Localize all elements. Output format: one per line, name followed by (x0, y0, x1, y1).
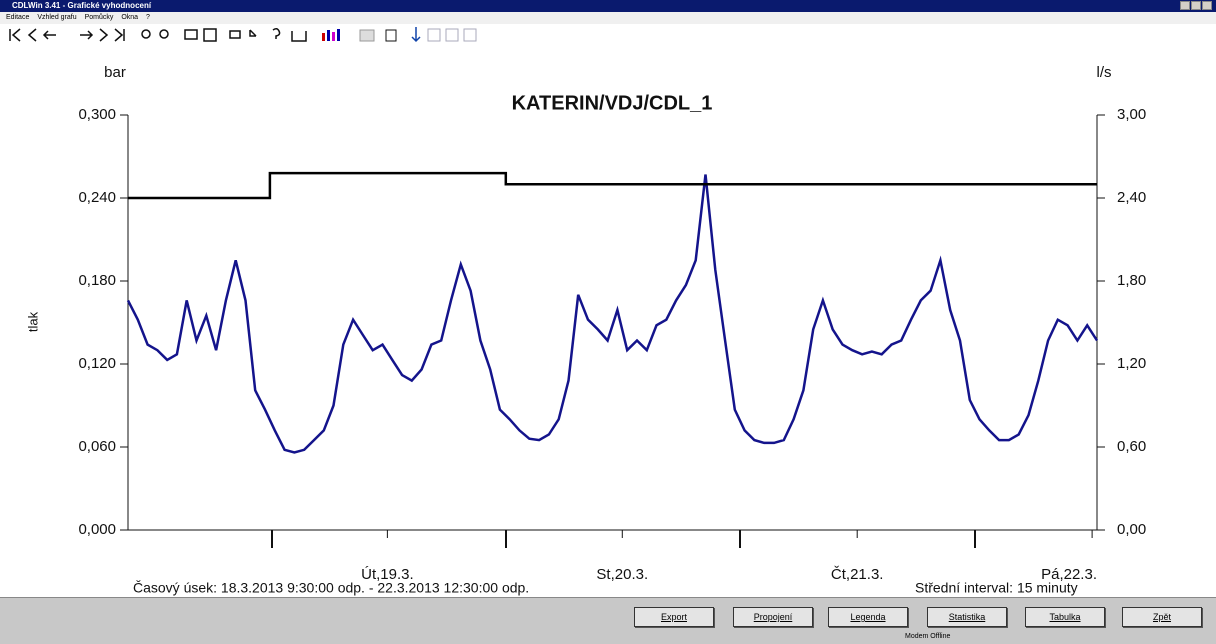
title-bar: CDLWin 3.41 - Grafické vyhodnocení (0, 0, 1216, 12)
series-line (128, 171, 1097, 200)
menu-item[interactable]: Pomůcky (84, 14, 114, 21)
connection-button[interactable]: Propojení (733, 607, 813, 627)
tool-down[interactable] (411, 27, 421, 43)
tool-mail[interactable] (229, 30, 241, 39)
menu-bar: Editace Vzhled grafu Pomůcky Okna ? (0, 12, 1216, 24)
x-tick-label: Čt,21.3. (831, 566, 884, 583)
y2-tick-label: 1,80 (1117, 272, 1146, 289)
y2-tick-label: 0,00 (1117, 521, 1146, 538)
tool-disabled[interactable] (427, 28, 441, 42)
y-tick-label: 0,000 (78, 521, 116, 538)
tool-undo[interactable] (249, 29, 257, 37)
chart-title: KATERIN/VDJ/CDL_1 (512, 92, 713, 114)
menu-item[interactable]: Editace (6, 14, 30, 21)
export-button[interactable]: Export (634, 607, 714, 627)
y-tick-label: 0,060 (78, 438, 116, 455)
toolbar (0, 24, 1216, 64)
tool-help[interactable] (272, 27, 281, 39)
back-button[interactable]: Zpět (1122, 607, 1202, 627)
interval: Střední interval: 15 minuty (915, 580, 1078, 596)
y2-tick-label: 0,60 (1117, 438, 1146, 455)
x-tick-label: Pá,22.3. (1041, 566, 1097, 583)
y-unit: bar (104, 64, 126, 81)
y-tick-label: 0,300 (78, 106, 116, 123)
statistics-button[interactable]: Statistika (927, 607, 1007, 627)
tool-disabled[interactable] (463, 28, 477, 42)
y2-tick-label: 1,20 (1117, 355, 1146, 372)
x-tick-label: Út,19.3. (361, 566, 414, 583)
menu-item[interactable]: Vzhled grafu (37, 14, 77, 21)
tool-zoom-out[interactable] (159, 29, 169, 39)
tool-first[interactable] (9, 28, 21, 42)
tool-next[interactable] (99, 28, 109, 42)
legend-button[interactable]: Legenda (828, 607, 908, 627)
y2-tick-label: 2,40 (1117, 189, 1146, 206)
y2-tick-label: 3,00 (1117, 106, 1146, 123)
y-tick-label: 0,180 (78, 272, 116, 289)
tool-forward[interactable] (80, 30, 94, 40)
tool-disabled[interactable] (445, 28, 459, 42)
maximize-button[interactable] (1191, 1, 1201, 10)
tool-range[interactable] (291, 31, 307, 42)
tool-last[interactable] (114, 28, 125, 42)
tool-settings[interactable] (203, 28, 217, 42)
time-span: Časový úsek: 18.3.2013 9:30:00 odp. - 22… (133, 580, 529, 596)
tool-back[interactable] (42, 30, 56, 40)
y-tick-label: 0,120 (78, 355, 116, 372)
tool-prev[interactable] (27, 28, 37, 42)
x-tick-label: St,20.3. (596, 566, 648, 583)
window-title: CDLWin 3.41 - Grafické vyhodnocení (12, 1, 152, 10)
tool-print[interactable] (184, 29, 198, 40)
tool-disabled[interactable] (359, 29, 375, 42)
tool-bars[interactable] (322, 29, 340, 41)
status: Modem Offline (905, 633, 951, 640)
menu-item[interactable]: Okna (121, 14, 139, 21)
y-axis-label: tlak (25, 311, 40, 332)
series-line (126, 174, 1099, 454)
tool-zoom-in[interactable] (141, 29, 151, 39)
bottom-panel: Export Propojení Legenda Statistika Tabu… (0, 597, 1216, 644)
chart: bar l/s KATERIN/VDJ/CDL_1 tlak Časový ús… (25, 64, 1146, 596)
minimize-button[interactable] (1180, 1, 1190, 10)
tool-copy[interactable] (385, 29, 397, 42)
toolbar-icons (9, 27, 477, 43)
y-tick-label: 0,240 (78, 189, 116, 206)
day-boundaries (271, 530, 976, 548)
table-button[interactable]: Tabulka (1025, 607, 1105, 627)
menu-item[interactable]: ? (146, 14, 150, 21)
close-button[interactable] (1202, 1, 1212, 10)
y2-unit: l/s (1097, 64, 1112, 81)
